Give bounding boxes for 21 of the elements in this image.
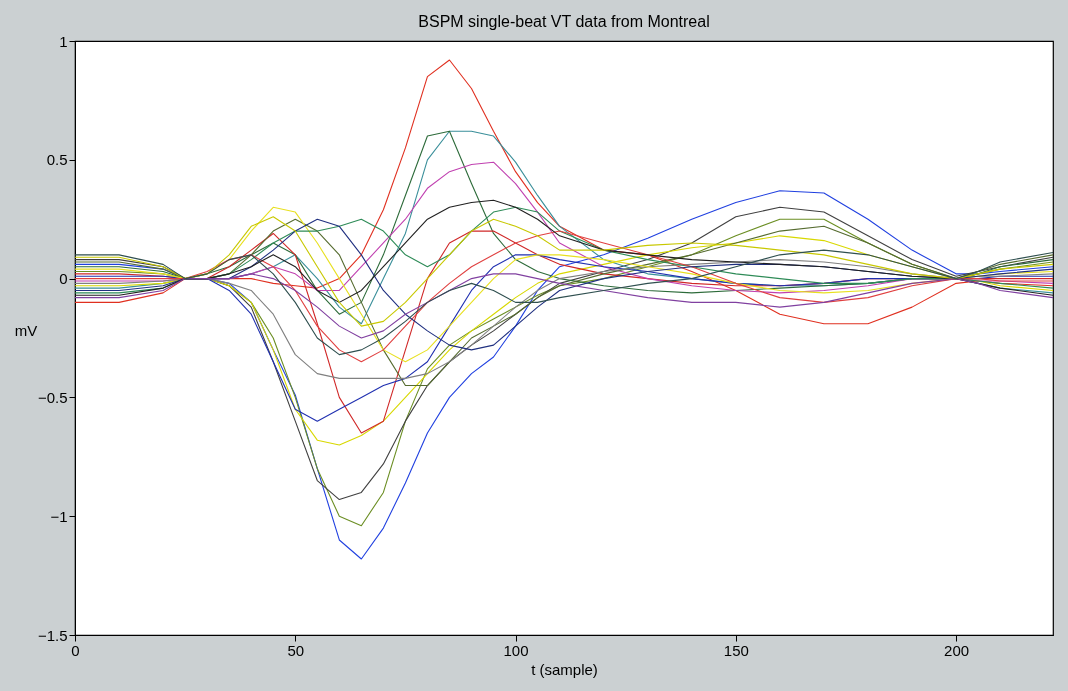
- y-tick-label: −1: [50, 507, 68, 525]
- y-tick-label: 0: [59, 270, 68, 288]
- y-tick-label: 1: [59, 32, 68, 50]
- line-series: [74, 218, 1054, 387]
- chart-title: BSPM single-beat VT data from Montreal: [418, 13, 710, 30]
- x-tick-label: 50: [287, 641, 305, 659]
- x-axis-title: t (sample): [531, 660, 598, 678]
- y-tick-label: −1.5: [37, 626, 68, 644]
- y-tick-label: 0.5: [46, 151, 68, 169]
- x-tick-label: 100: [503, 641, 529, 659]
- line-series: [74, 199, 1054, 303]
- y-tick-label: −0.5: [37, 388, 68, 406]
- line-series: [74, 216, 1054, 327]
- line-series: [74, 273, 1054, 339]
- x-tick-label: 200: [944, 641, 970, 659]
- line-series: [74, 249, 1054, 356]
- line-series: [74, 259, 1054, 379]
- x-tick-label: 0: [71, 641, 80, 659]
- y-axis-title: mV: [14, 321, 38, 339]
- x-tick-label: 150: [723, 641, 749, 659]
- line-series: [74, 230, 1054, 363]
